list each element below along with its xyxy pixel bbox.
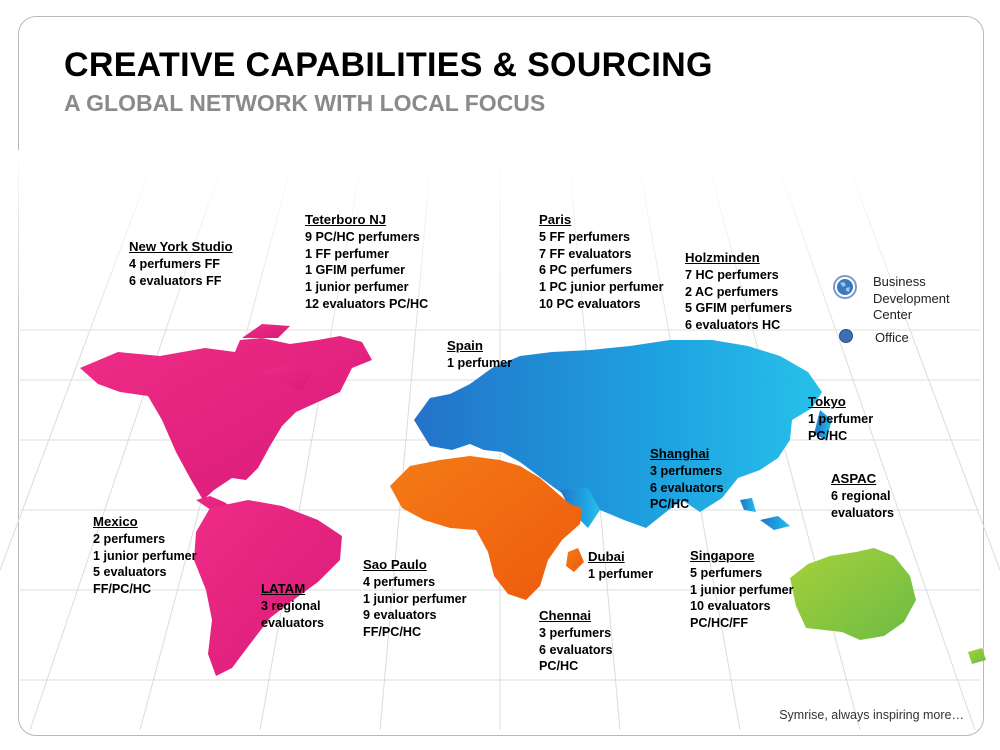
location-line: 3 perfumers xyxy=(539,625,612,640)
location-line: 1 PC junior perfumer xyxy=(539,280,664,295)
location-line: 1 GFIM perfumer xyxy=(305,263,406,278)
location-name: Paris xyxy=(539,212,572,227)
location-name: Spain xyxy=(447,338,483,353)
location-name: Chennai xyxy=(539,608,592,623)
location-name: Tokyo xyxy=(808,394,846,409)
location-line: 6 evaluators xyxy=(539,642,613,657)
location-aspac: ASPAC 6 regional evaluators xyxy=(831,471,894,521)
location-holzminden: Holzminden 7 HC perfumers 2 AC perfumers… xyxy=(685,250,792,334)
location-line: 6 evaluators xyxy=(650,480,724,495)
location-name: Dubai xyxy=(588,549,625,564)
location-chennai: Chennai 3 perfumers 6 evaluators PC/HC xyxy=(539,608,613,675)
location-line: 12 evaluators PC/HC xyxy=(305,296,429,311)
location-name: ASPAC xyxy=(831,471,877,486)
location-line: FF/PC/HC xyxy=(363,625,422,640)
location-line: PC/HC/FF xyxy=(690,616,749,631)
location-line: evaluators xyxy=(831,505,894,520)
location-line: 1 FF perfumer xyxy=(305,246,389,261)
location-line: 5 GFIM perfumers xyxy=(685,301,793,316)
location-paris: Paris 5 FF perfumers 7 FF evaluators 6 P… xyxy=(539,212,664,313)
location-name: Sao Paulo xyxy=(363,557,427,572)
location-dubai: Dubai 1 perfumer xyxy=(588,549,653,583)
location-line: 1 perfumer xyxy=(808,411,874,426)
office-icon xyxy=(839,329,853,343)
africa-continent xyxy=(390,456,584,600)
location-singapore: Singapore 5 perfumers 1 junior perfumer … xyxy=(690,548,794,632)
location-spain: Spain 1 perfumer xyxy=(447,338,512,372)
location-line: evaluators xyxy=(261,615,324,630)
footer-tagline: Symrise, always inspiring more… xyxy=(779,708,964,722)
location-line: 3 regional xyxy=(261,598,321,613)
location-line: 7 FF evaluators xyxy=(539,246,632,261)
location-name: Holzminden xyxy=(685,250,760,265)
location-name: Mexico xyxy=(93,514,138,529)
location-line: 6 PC perfumers xyxy=(539,263,633,278)
location-line: 6 evaluators FF xyxy=(129,273,222,288)
location-line: PC/HC xyxy=(650,497,690,512)
australia-continent xyxy=(790,548,986,664)
location-line: 3 perfumers xyxy=(650,463,723,478)
location-line: 6 regional xyxy=(831,488,891,503)
location-line: 4 perfumers FF xyxy=(129,256,220,271)
legend-office-label: Office xyxy=(875,330,909,345)
slide-subtitle: A GLOBAL NETWORK WITH LOCAL FOCUS xyxy=(64,90,546,116)
location-line: 2 AC perfumers xyxy=(685,284,779,299)
location-line: 1 junior perfumer xyxy=(363,591,467,606)
americas-continent xyxy=(80,324,372,676)
location-latam: LATAM 3 regional evaluators xyxy=(261,581,324,631)
location-new-york: New York Studio 4 perfumers FF 6 evaluat… xyxy=(129,239,233,289)
location-shanghai: Shanghai 3 perfumers 6 evaluators PC/HC xyxy=(650,446,724,513)
location-line: 5 perfumers xyxy=(690,565,763,580)
location-name: Shanghai xyxy=(650,446,710,461)
location-line: 7 HC perfumers xyxy=(685,267,779,282)
location-line: 4 perfumers xyxy=(363,574,436,589)
location-name: Singapore xyxy=(690,548,755,563)
location-line: 1 perfumer xyxy=(588,566,654,581)
location-line: 9 PC/HC perfumers xyxy=(305,229,420,244)
location-line: PC/HC xyxy=(808,428,848,443)
business-development-center-icon xyxy=(833,275,857,299)
location-line: 5 evaluators xyxy=(93,565,167,580)
location-line: FF/PC/HC xyxy=(93,582,152,597)
location-line: 5 FF perfumers xyxy=(539,229,630,244)
location-line: 9 evaluators xyxy=(363,608,437,623)
grid-fade xyxy=(18,150,982,350)
legend-bdc-label: Business Development Center xyxy=(873,274,950,322)
location-line: 1 junior perfumer xyxy=(305,280,409,295)
location-line: 1 perfumer xyxy=(447,355,513,370)
location-line: 1 junior perfumer xyxy=(690,582,794,597)
location-sao-paulo: Sao Paulo 4 perfumers 1 junior perfumer … xyxy=(363,557,467,641)
location-line: 10 PC evaluators xyxy=(539,296,641,311)
slide-title: CREATIVE CAPABILITIES & SOURCING xyxy=(64,46,713,84)
location-line: 1 junior perfumer xyxy=(93,548,197,563)
location-mexico: Mexico 2 perfumers 1 junior perfumer 5 e… xyxy=(93,514,197,598)
location-line: PC/HC xyxy=(539,659,579,674)
location-line: 2 perfumers xyxy=(93,531,166,546)
eurasia-continent xyxy=(414,340,832,530)
location-line: 6 evaluators HC xyxy=(685,318,781,333)
location-name: Teterboro NJ xyxy=(305,212,387,227)
location-tokyo: Tokyo 1 perfumer PC/HC xyxy=(808,394,873,444)
location-name: LATAM xyxy=(261,581,306,596)
location-name: New York Studio xyxy=(129,239,233,254)
location-teterboro: Teterboro NJ 9 PC/HC perfumers 1 FF perf… xyxy=(305,212,428,313)
location-line: 10 evaluators xyxy=(690,599,771,614)
